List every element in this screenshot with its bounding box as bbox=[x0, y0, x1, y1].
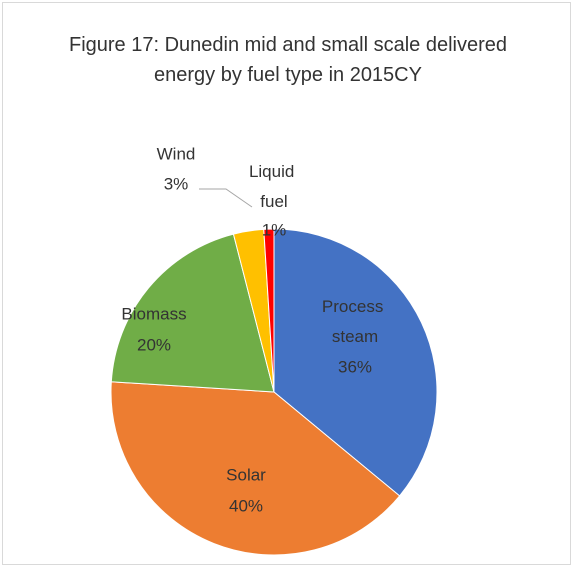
slice-value-label: 40% bbox=[229, 496, 263, 515]
chart-title: Figure 17: Dunedin mid and small scale d… bbox=[68, 34, 507, 86]
slice-label: Solar bbox=[226, 465, 266, 484]
slice-label: Biomass bbox=[121, 304, 186, 323]
slice-value-label: 20% bbox=[137, 335, 171, 354]
slice-label: Process steam bbox=[322, 297, 388, 346]
pie-slice bbox=[110, 381, 401, 556]
pie-slice bbox=[263, 228, 275, 393]
slice-value-label: 36% bbox=[338, 357, 372, 376]
slice-label: Liquid fuel bbox=[249, 162, 299, 211]
pie-slice bbox=[110, 233, 275, 393]
slice-value-label: 1% bbox=[262, 220, 287, 239]
leader-line bbox=[199, 188, 253, 208]
pie-slice bbox=[273, 228, 438, 497]
chart-border bbox=[2, 2, 571, 565]
slice-value-label: 3% bbox=[164, 174, 189, 193]
slice-label: Wind bbox=[157, 144, 196, 163]
